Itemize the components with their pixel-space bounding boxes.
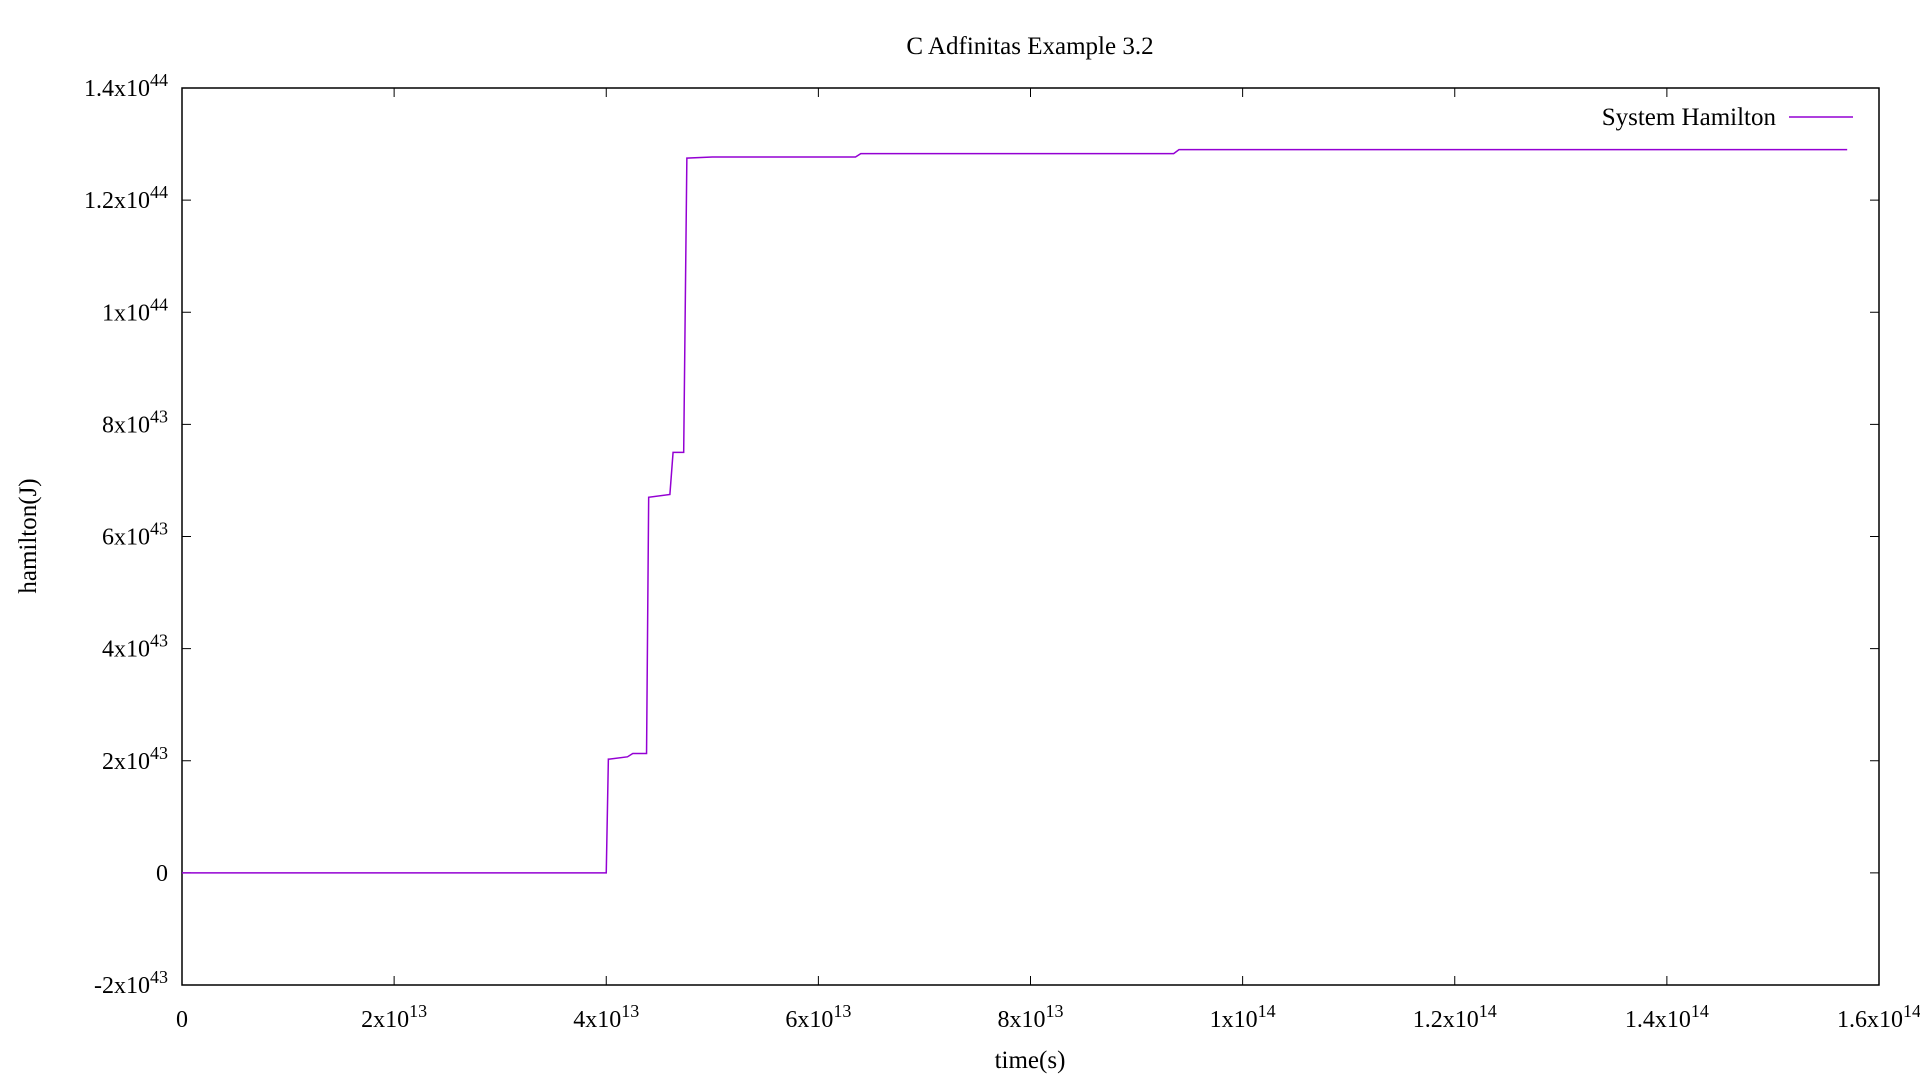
legend-label: System Hamilton <box>1602 104 1777 131</box>
x-tick-label-exponent: 14 <box>1903 1001 1920 1021</box>
y-tick-label-exponent: 44 <box>150 70 168 90</box>
y-axis-ticks: -2x104302x10434x10436x10438x10431x10441.… <box>84 70 1879 999</box>
x-tick-label-exponent: 13 <box>621 1001 639 1021</box>
y-tick-label-mantissa: 8x10 <box>102 412 150 438</box>
x-tick-label-mantissa: 1.6x10 <box>1837 1007 1903 1033</box>
y-axis-label: hamilton(J) <box>15 478 42 593</box>
x-tick-label-exponent: 13 <box>833 1001 851 1021</box>
x-tick-label-mantissa: 1x10 <box>1210 1007 1258 1033</box>
y-tick-label-mantissa: -2x10 <box>94 973 150 999</box>
y-tick-label: 6x1043 <box>102 519 168 551</box>
x-tick-label: 0 <box>176 1007 188 1033</box>
plot-frame <box>181 87 1880 986</box>
x-tick-label-exponent: 14 <box>1691 1001 1709 1021</box>
y-tick-label-mantissa: 4x10 <box>102 637 150 663</box>
x-tick-label-exponent: 13 <box>409 1001 427 1021</box>
y-tick-label: 4x1043 <box>102 631 168 663</box>
series-line-0 <box>182 148 1848 874</box>
x-tick-label: 1.6x1014 <box>1837 1001 1920 1033</box>
x-tick-label: 1.2x1014 <box>1413 1001 1497 1033</box>
x-axis-ticks: 0 2x1013 4x1013 6x1013 8x1013 1x1014 1.2x1014 1… <box>176 88 1920 1033</box>
y-tick-label-mantissa: 1.2x10 <box>84 188 150 214</box>
x-tick-label-mantissa: 8x10 <box>998 1007 1046 1033</box>
chart-title: C Adfinitas Example 3.2 <box>906 33 1153 60</box>
x-tick-label-mantissa: 6x10 <box>785 1007 833 1033</box>
y-tick-label-mantissa: 6x10 <box>102 525 150 551</box>
y-tick-label-exponent: 43 <box>150 406 168 426</box>
y-tick-label: 1x1044 <box>102 294 168 326</box>
y-tick-label: 1.4x1044 <box>84 70 168 102</box>
y-tick-label: 2x1043 <box>102 743 168 775</box>
x-tick-label: 2x1013 <box>361 1001 427 1033</box>
y-tick-label: -2x1043 <box>94 967 168 999</box>
y-tick-label: 1.2x1044 <box>84 182 168 214</box>
legend: System Hamilton <box>1602 104 1853 131</box>
y-tick-label-exponent: 43 <box>150 519 168 539</box>
y-tick-label-mantissa: 2x10 <box>102 749 150 775</box>
y-tick-label-mantissa: 0 <box>156 861 168 887</box>
y-tick-label-exponent: 43 <box>150 743 168 763</box>
x-tick-label-exponent: 13 <box>1046 1001 1064 1021</box>
x-tick-label-mantissa: 1.4x10 <box>1625 1007 1691 1033</box>
y-tick-label-mantissa: 1.4x10 <box>84 76 150 102</box>
y-tick-label-exponent: 43 <box>150 967 168 987</box>
x-tick-label-mantissa: 0 <box>176 1007 188 1033</box>
series-layer <box>182 148 1848 874</box>
x-tick-label: 1x1014 <box>1210 1001 1276 1033</box>
x-tick-label: 6x1013 <box>785 1001 851 1033</box>
x-tick-label-mantissa: 4x10 <box>573 1007 621 1033</box>
y-tick-label-exponent: 43 <box>150 631 168 651</box>
y-tick-label: 8x1043 <box>102 406 168 438</box>
x-tick-label-exponent: 14 <box>1479 1001 1497 1021</box>
x-tick-label: 8x1013 <box>998 1001 1064 1033</box>
x-tick-label: 1.4x1014 <box>1625 1001 1709 1033</box>
x-axis-label: time(s) <box>995 1047 1066 1074</box>
x-tick-label-mantissa: 1.2x10 <box>1413 1007 1479 1033</box>
y-tick-label: 0 <box>156 861 168 887</box>
y-tick-label-exponent: 44 <box>150 182 168 202</box>
y-tick-label-mantissa: 1x10 <box>102 300 150 326</box>
x-tick-label: 4x1013 <box>573 1001 639 1033</box>
x-tick-label-mantissa: 2x10 <box>361 1007 409 1033</box>
y-tick-label-exponent: 44 <box>150 294 168 314</box>
x-tick-label-exponent: 14 <box>1258 1001 1276 1021</box>
